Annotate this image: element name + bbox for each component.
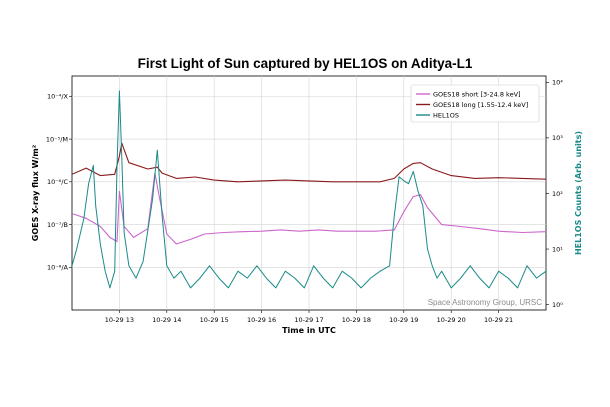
legend-box xyxy=(410,84,540,123)
legend-entry: HEL1OS xyxy=(433,111,459,119)
y-tick-label-left: 10⁻⁷/B xyxy=(47,221,68,229)
legend: GOES18 short [3-24.8 keV] GOES18 long [1.… xyxy=(410,84,540,123)
left-axis-ticks: 10⁻⁴/X 10⁻⁵/M 10⁻⁶/C 10⁻⁷/B 10⁻⁸/A xyxy=(46,93,72,272)
watermark-text: Space Astronomy Group, URSC xyxy=(428,298,542,307)
y-tick-label-right: 10⁰ xyxy=(552,301,563,309)
chart-title: First Light of Sun captured by HEL1OS on… xyxy=(138,56,473,71)
legend-entry: GOES18 short [3-24.8 keV] xyxy=(433,90,521,98)
y-tick-label-right: 10¹ xyxy=(552,245,563,253)
series-line-1 xyxy=(72,172,546,245)
legend-items: GOES18 short [3-24.8 keV] GOES18 long [1.… xyxy=(416,90,528,119)
legend-entry: GOES18 long [1.55-12.4 keV] xyxy=(433,101,528,109)
y-tick-label-left: 10⁻⁵/M xyxy=(46,135,68,143)
x-tick-label: 10-29 18 xyxy=(342,316,371,324)
x-tick-label: 10-29 21 xyxy=(484,316,513,324)
right-axis-ticks: 10⁰ 10¹ 10² 10³ 10⁴ xyxy=(546,79,563,309)
y-tick-label-left: 10⁻⁶/C xyxy=(47,178,68,186)
x-tick-label: 10-29 13 xyxy=(105,316,134,324)
x-tick-label: 10-29 17 xyxy=(294,316,323,324)
x-axis-ticks: 10-29 13 10-29 14 10-29 15 10-29 16 10-29 17… xyxy=(105,310,513,324)
series-layer xyxy=(72,90,546,289)
x-tick-label: 10-29 19 xyxy=(389,316,418,324)
y-axis-label-left: GOES X-ray flux W/m² xyxy=(31,144,40,241)
y-axis-label-right: HEL1OS Counts (Arb. units) xyxy=(574,131,583,255)
x-axis-label: Time in UTC xyxy=(282,326,336,335)
x-tick-label: 10-29 20 xyxy=(437,316,466,324)
x-tick-label: 10-29 16 xyxy=(247,316,276,324)
y-tick-label-left: 10⁻⁴/X xyxy=(47,93,68,101)
y-tick-label-left: 10⁻⁸/A xyxy=(47,264,68,272)
y-tick-label-right: 10³ xyxy=(552,134,563,142)
x-tick-label: 10-29 15 xyxy=(200,316,229,324)
series-line-3 xyxy=(72,90,546,289)
x-tick-label: 10-29 14 xyxy=(152,316,181,324)
y-tick-label-right: 10⁴ xyxy=(552,79,563,87)
y-tick-label-right: 10² xyxy=(552,190,563,198)
